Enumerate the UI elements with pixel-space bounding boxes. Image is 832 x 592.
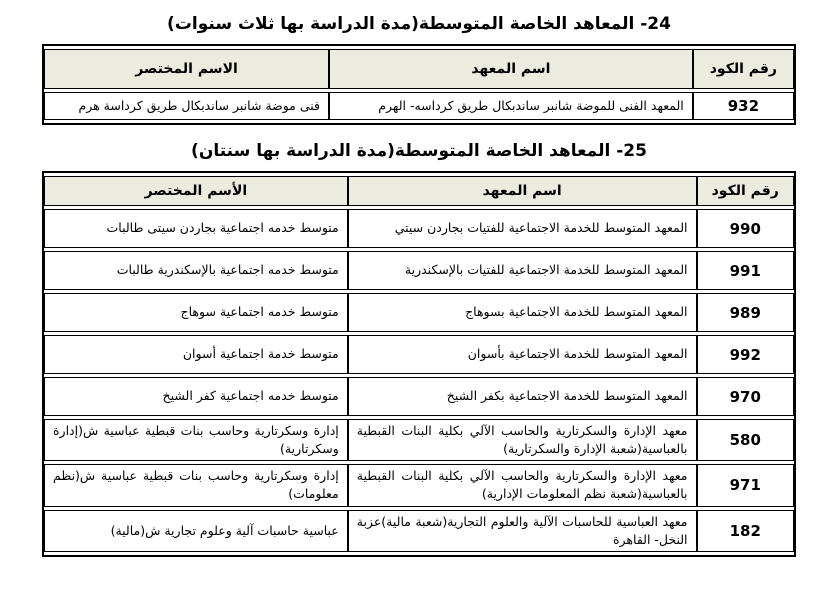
- code-cell: 580: [696, 419, 794, 462]
- short-name-cell: متوسط خدمة اجتماعية أسوان: [44, 335, 348, 374]
- column-header-short-name: الاسم المختصر: [44, 49, 329, 89]
- code-cell: 182: [696, 509, 794, 552]
- table-header-row: رقم الكود اسم المعهد الأسم المختصر: [44, 176, 794, 206]
- code-cell: 991: [696, 251, 794, 290]
- short-name-cell: متوسط خدمه اجتماعية سوهاج: [44, 293, 348, 332]
- code-cell: 932: [692, 92, 794, 120]
- column-header-short-name: الأسم المختصر: [44, 176, 348, 206]
- section-25-table-wrapper: رقم الكود اسم المعهد الأسم المختصر 990 ا…: [42, 171, 796, 557]
- short-name-cell: فنى موضة شانبر ساندبكال طريق كرداسة هرم: [44, 92, 329, 120]
- column-header-institute-name: اسم المعهد: [347, 176, 697, 206]
- table-row: 992 المعهد المتوسط للخدمة الاجتماعية بأس…: [44, 335, 794, 374]
- institute-name-cell: المعهد المتوسط للخدمة الاجتماعية بسوهاج: [347, 293, 697, 332]
- institute-name-cell: معهد الإدارة والسكرتارية والحاسب الآلي ب…: [347, 419, 697, 462]
- short-name-cell: إدارة وسكرتارية وحاسب بنات قبطية عباسية …: [44, 464, 348, 507]
- column-header-code: رقم الكود: [696, 176, 794, 206]
- code-cell: 992: [696, 335, 794, 374]
- code-cell: 970: [696, 377, 794, 416]
- table-row: 580 معهد الإدارة والسكرتارية والحاسب الآ…: [44, 419, 794, 462]
- column-header-code: رقم الكود: [692, 49, 794, 89]
- table-row: 970 المعهد المتوسط للخدمة الاجتماعية بكف…: [44, 377, 794, 416]
- table-row: 182 معهد العباسية للحاسبات الآلية والعلو…: [44, 509, 794, 552]
- section-24-table-wrapper: رقم الكود اسم المعهد الاسم المختصر 932 ا…: [42, 44, 796, 125]
- table-header-row: رقم الكود اسم المعهد الاسم المختصر: [44, 49, 794, 89]
- section-25-title: 25- المعاهد الخاصة المتوسطة(مدة الدراسة …: [191, 141, 647, 161]
- institute-name-cell: المعهد المتوسط للخدمة الاجتماعية للفتيات…: [347, 251, 697, 290]
- section-25-table: رقم الكود اسم المعهد الأسم المختصر 990 ا…: [44, 173, 794, 555]
- table-row: 932 المعهد الفنى للموضة شانبر ساندبكال ط…: [44, 92, 794, 120]
- short-name-cell: عباسية حاسبات آلية وعلوم تجارية ش(مالية): [44, 509, 348, 552]
- section-24-table: رقم الكود اسم المعهد الاسم المختصر 932 ا…: [44, 46, 794, 123]
- institute-name-cell: المعهد المتوسط للخدمة الاجتماعية بكفر ال…: [347, 377, 697, 416]
- institute-name-cell: المعهد المتوسط للخدمة الاجتماعية بأسوان: [347, 335, 697, 374]
- short-name-cell: متوسط خدمه اجتماعية بالإسكندرية طالبات: [44, 251, 348, 290]
- table-row: 991 المعهد المتوسط للخدمة الاجتماعية للف…: [44, 251, 794, 290]
- table-row: 971 معهد الإدارة والسكرتارية والحاسب الآ…: [44, 464, 794, 507]
- institute-name-cell: المعهد الفنى للموضة شانبر ساندبكال طريق …: [329, 92, 693, 120]
- code-cell: 990: [696, 209, 794, 248]
- table-row: 989 المعهد المتوسط للخدمة الاجتماعية بسو…: [44, 293, 794, 332]
- short-name-cell: إدارة وسكرتارية وحاسب بنات قبطية عباسية …: [44, 419, 348, 462]
- code-cell: 989: [696, 293, 794, 332]
- institute-name-cell: المعهد المتوسط للخدمة الاجتماعية للفتيات…: [347, 209, 697, 248]
- code-cell: 971: [696, 464, 794, 507]
- short-name-cell: متوسط خدمه اجتماعية كفر الشيخ: [44, 377, 348, 416]
- section-24-title: 24- المعاهد الخاصة المتوسطة(مدة الدراسة …: [167, 14, 671, 34]
- institute-name-cell: معهد العباسية للحاسبات الآلية والعلوم ال…: [347, 509, 697, 552]
- institute-name-cell: معهد الإدارة والسكرتارية والحاسب الآلي ب…: [347, 464, 697, 507]
- table-row: 990 المعهد المتوسط للخدمة الاجتماعية للف…: [44, 209, 794, 248]
- short-name-cell: متوسط خدمه اجتماعية بجاردن سيتى طالبات: [44, 209, 348, 248]
- column-header-institute-name: اسم المعهد: [329, 49, 693, 89]
